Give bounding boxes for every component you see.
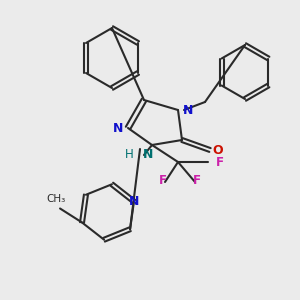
Text: N: N bbox=[112, 122, 123, 134]
Text: N: N bbox=[183, 103, 194, 116]
Text: H: H bbox=[125, 148, 134, 161]
Text: F: F bbox=[193, 174, 201, 187]
Text: F: F bbox=[159, 174, 167, 187]
Text: O: O bbox=[213, 143, 223, 157]
Text: CH₃: CH₃ bbox=[46, 194, 66, 205]
Text: F: F bbox=[216, 155, 224, 169]
Text: N: N bbox=[129, 195, 139, 208]
Text: N: N bbox=[143, 148, 153, 161]
